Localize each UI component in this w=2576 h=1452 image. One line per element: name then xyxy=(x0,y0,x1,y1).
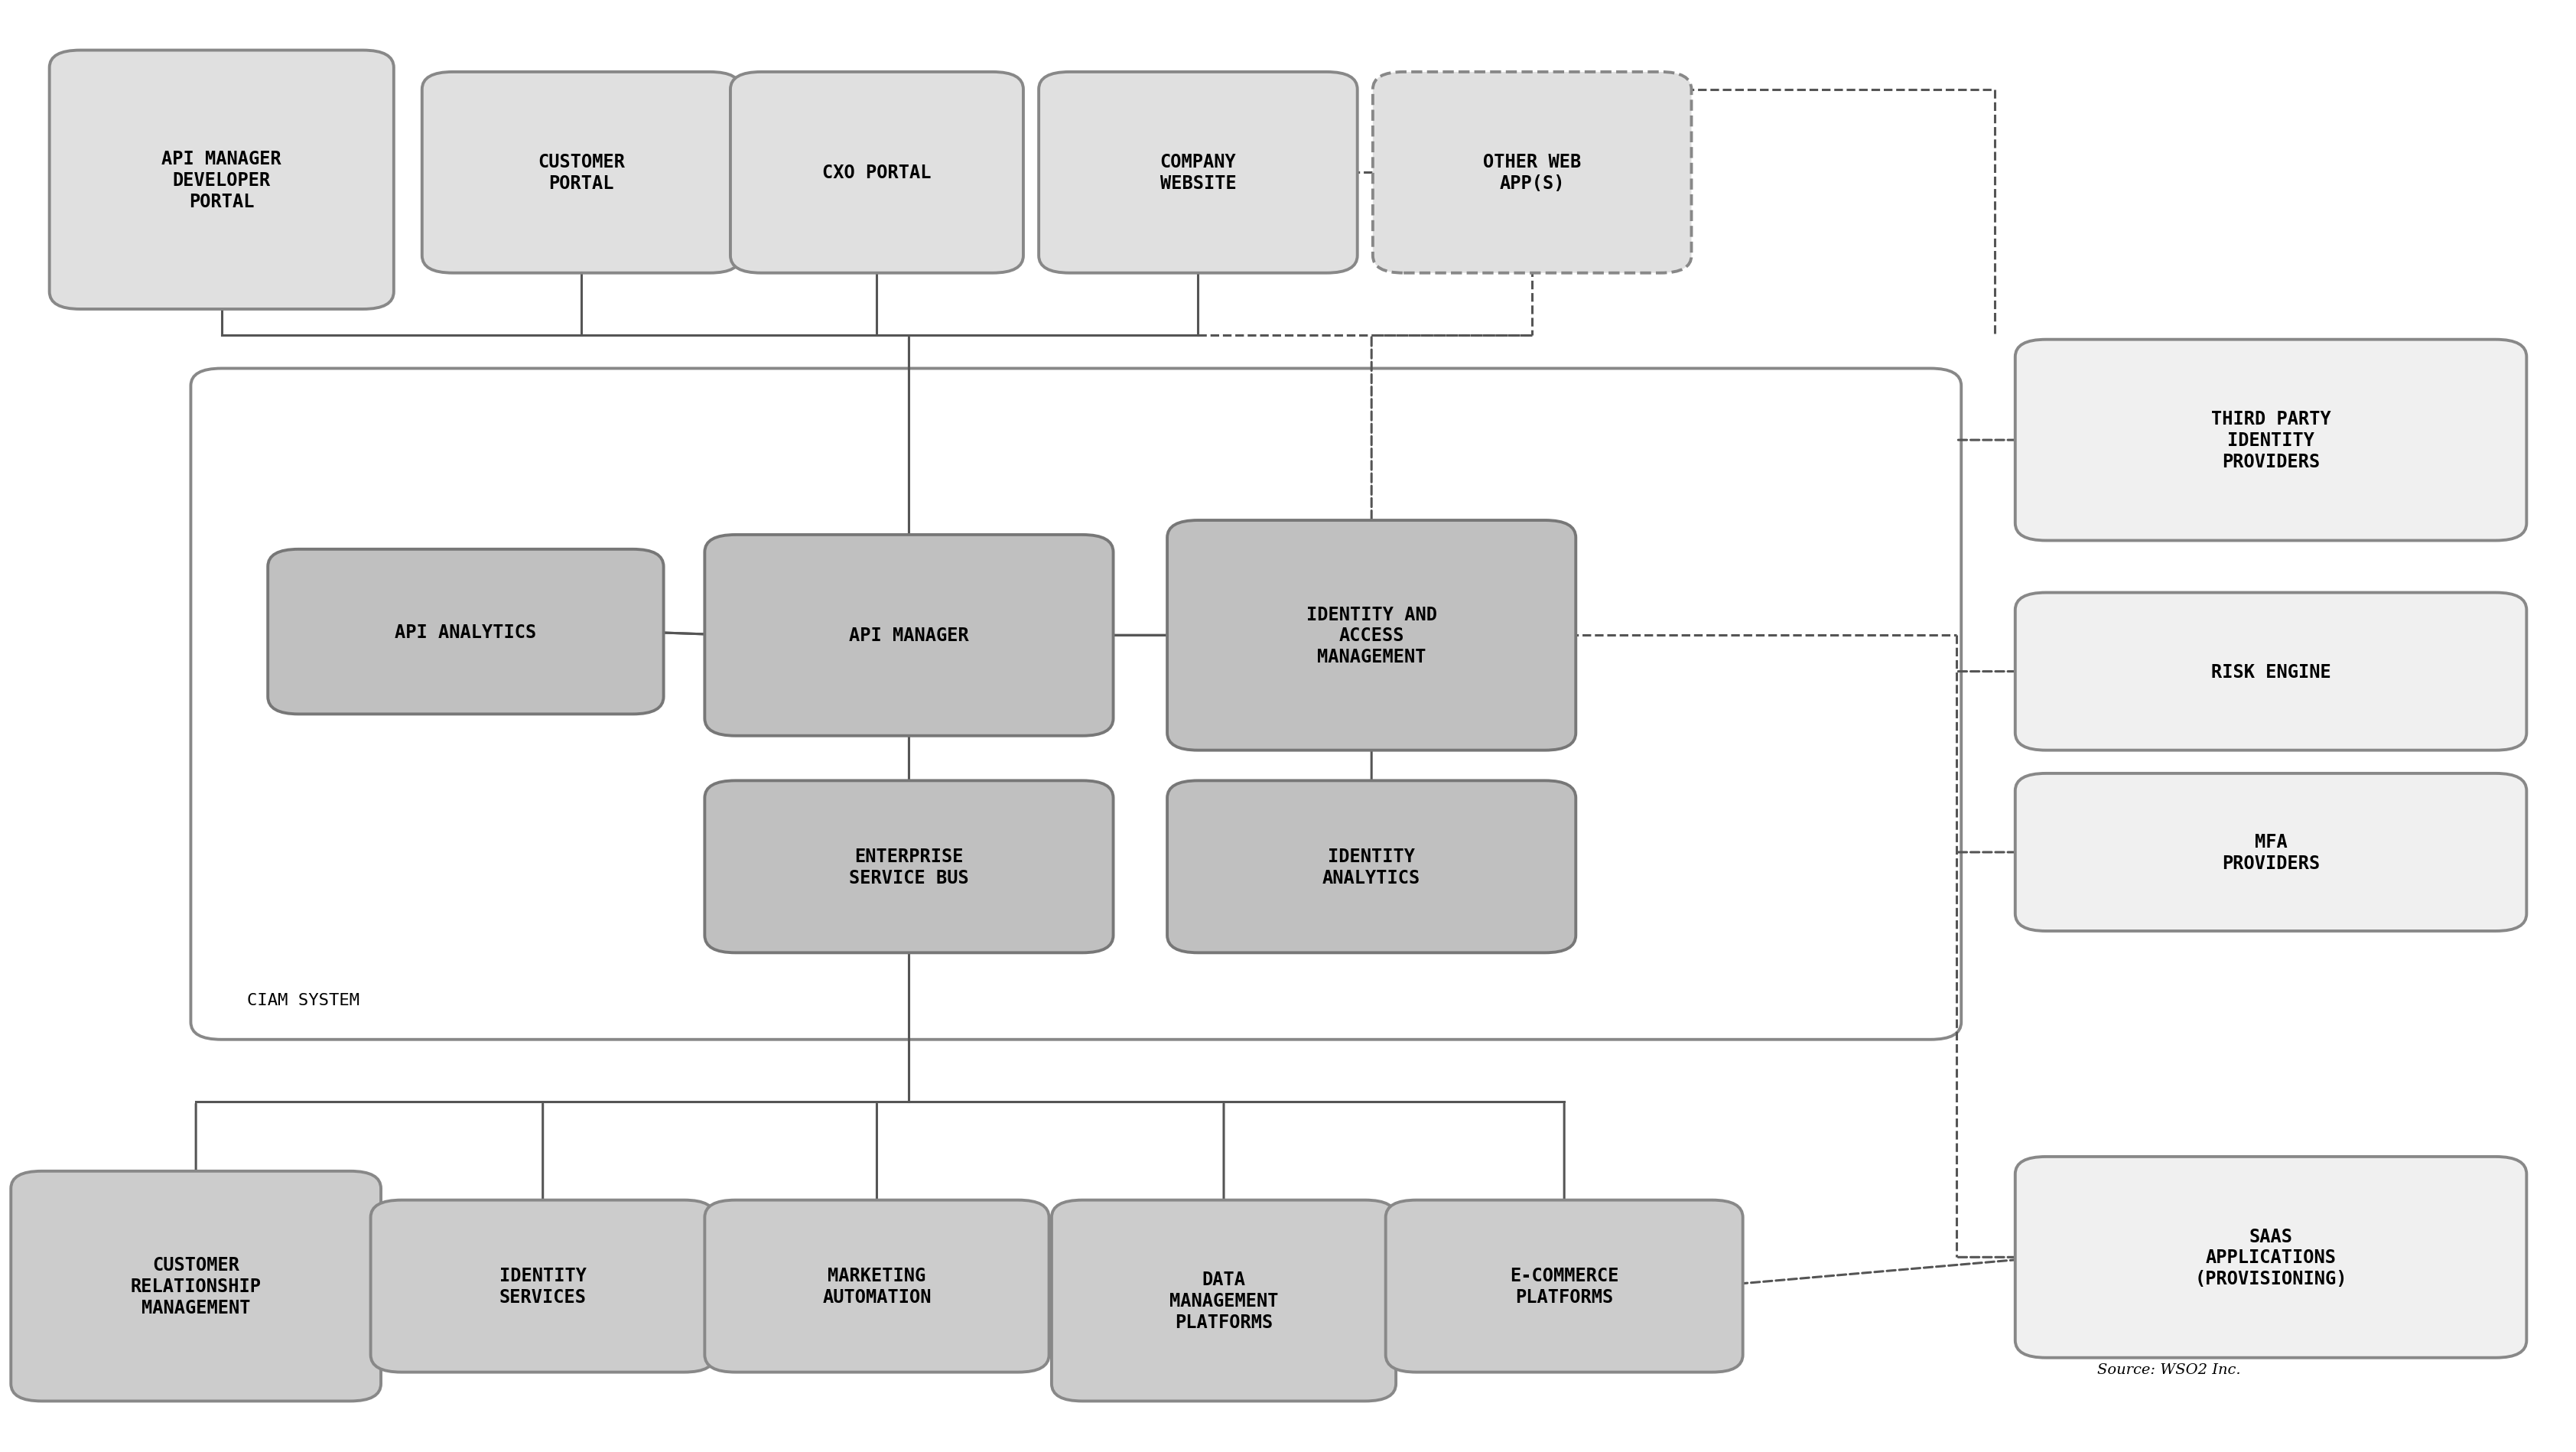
FancyBboxPatch shape xyxy=(706,536,1113,736)
FancyBboxPatch shape xyxy=(49,51,394,309)
FancyBboxPatch shape xyxy=(706,1201,1048,1372)
Text: THIRD PARTY
IDENTITY
PROVIDERS: THIRD PARTY IDENTITY PROVIDERS xyxy=(2210,409,2331,470)
Text: COMPANY
WEBSITE: COMPANY WEBSITE xyxy=(1159,154,1236,193)
FancyBboxPatch shape xyxy=(732,73,1023,273)
Text: IDENTITY
SERVICES: IDENTITY SERVICES xyxy=(500,1266,587,1305)
FancyBboxPatch shape xyxy=(2014,340,2527,542)
Text: IDENTITY AND
ACCESS
MANAGEMENT: IDENTITY AND ACCESS MANAGEMENT xyxy=(1306,605,1437,666)
Text: Source: WSO2 Inc.: Source: WSO2 Inc. xyxy=(2097,1362,2241,1376)
Text: DATA
MANAGEMENT
PLATFORMS: DATA MANAGEMENT PLATFORMS xyxy=(1170,1270,1278,1331)
Text: MFA
PROVIDERS: MFA PROVIDERS xyxy=(2223,832,2321,873)
FancyBboxPatch shape xyxy=(1167,781,1577,953)
FancyBboxPatch shape xyxy=(1373,73,1692,273)
Text: CUSTOMER
RELATIONSHIP
MANAGEMENT: CUSTOMER RELATIONSHIP MANAGEMENT xyxy=(131,1256,260,1317)
Text: ENTERPRISE
SERVICE BUS: ENTERPRISE SERVICE BUS xyxy=(850,847,969,887)
Text: IDENTITY
ANALYTICS: IDENTITY ANALYTICS xyxy=(1321,847,1419,887)
FancyBboxPatch shape xyxy=(706,781,1113,953)
Text: API MANAGER: API MANAGER xyxy=(850,626,969,645)
Text: API MANAGER
DEVELOPER
PORTAL: API MANAGER DEVELOPER PORTAL xyxy=(162,150,281,211)
FancyBboxPatch shape xyxy=(2014,1157,2527,1358)
FancyBboxPatch shape xyxy=(10,1172,381,1401)
FancyBboxPatch shape xyxy=(2014,774,2527,931)
Text: RISK ENGINE: RISK ENGINE xyxy=(2210,662,2331,681)
FancyBboxPatch shape xyxy=(422,73,742,273)
FancyBboxPatch shape xyxy=(1386,1201,1744,1372)
FancyBboxPatch shape xyxy=(1051,1201,1396,1401)
Text: CUSTOMER
PORTAL: CUSTOMER PORTAL xyxy=(538,154,626,193)
Text: E-COMMERCE
PLATFORMS: E-COMMERCE PLATFORMS xyxy=(1510,1266,1618,1305)
Text: MARKETING
AUTOMATION: MARKETING AUTOMATION xyxy=(822,1266,933,1305)
Text: SAAS
APPLICATIONS
(PROVISIONING): SAAS APPLICATIONS (PROVISIONING) xyxy=(2195,1227,2347,1288)
Text: API ANALYTICS: API ANALYTICS xyxy=(394,623,536,642)
FancyBboxPatch shape xyxy=(1038,73,1358,273)
Text: OTHER WEB
APP(S): OTHER WEB APP(S) xyxy=(1484,154,1582,193)
FancyBboxPatch shape xyxy=(1167,521,1577,751)
FancyBboxPatch shape xyxy=(2014,592,2527,751)
FancyBboxPatch shape xyxy=(268,550,665,714)
FancyBboxPatch shape xyxy=(371,1201,716,1372)
Text: CXO PORTAL: CXO PORTAL xyxy=(822,164,933,182)
Text: CIAM SYSTEM: CIAM SYSTEM xyxy=(247,993,361,1008)
